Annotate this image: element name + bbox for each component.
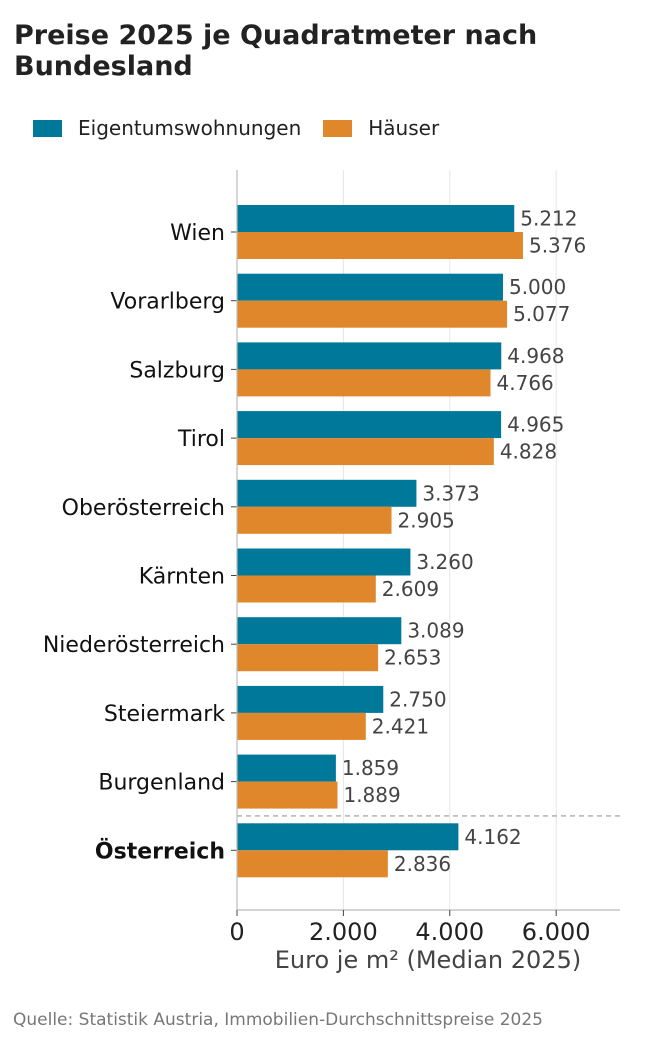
- category-label-3: Tirol: [177, 427, 225, 452]
- value-label-0-4: 3.373: [422, 481, 479, 505]
- category-label-2: Salzburg: [129, 358, 225, 383]
- bar-0-9: [237, 823, 459, 851]
- bar-0-4: [237, 479, 417, 507]
- value-label-1-5: 2.609: [382, 577, 439, 601]
- category-label-7: Steiermark: [104, 702, 225, 727]
- bar-chart: 5.212 5.000 4.968 4.965 3.373 3.260 3.089 2.750…: [43, 170, 620, 974]
- bar-0-0: [237, 205, 515, 232]
- value-label-0-3: 4.965: [507, 413, 564, 437]
- value-label-1-2: 4.766: [497, 371, 554, 395]
- value-label-0-6: 3.089: [407, 619, 464, 643]
- category-label-8: Burgenland: [98, 771, 225, 796]
- x-tick-label-3: 6.000: [522, 918, 591, 946]
- bar-0-7: [237, 685, 384, 713]
- bar-1-5: [237, 575, 376, 603]
- x-tick-label-0: 0: [229, 918, 244, 946]
- value-label-1-9: 2.836: [394, 852, 451, 876]
- category-label-6: Niederösterreich: [43, 633, 225, 658]
- bar-0-3: [237, 411, 502, 439]
- x-tick-label-1: 2.000: [309, 918, 378, 946]
- bar-1-1: [237, 300, 508, 328]
- value-label-0-7: 2.750: [389, 687, 446, 711]
- value-label-0-9: 4.162: [464, 825, 521, 849]
- bar-0-1: [237, 273, 503, 301]
- value-label-1-0: 5.376: [529, 234, 586, 258]
- legend-swatch-haeuser: [323, 119, 353, 137]
- source-note: Quelle: Statistik Austria, Immobilien-Du…: [13, 1010, 543, 1030]
- value-label-0-2: 4.968: [507, 344, 564, 368]
- category-label-9: Österreich: [95, 838, 225, 864]
- value-label-1-7: 2.421: [372, 714, 429, 738]
- value-label-1-1: 5.077: [513, 302, 570, 326]
- legend-item-haeuser: Häuser: [323, 116, 439, 140]
- bar-0-8: [237, 754, 336, 782]
- legend-label-haeuser: Häuser: [368, 116, 440, 140]
- category-label-1: Vorarlberg: [110, 290, 225, 315]
- legend-swatch-eigentumswohnungen: [33, 119, 62, 137]
- bar-1-7: [237, 712, 366, 740]
- value-label-0-5: 3.260: [416, 550, 473, 574]
- value-label-1-3: 4.828: [500, 440, 557, 464]
- value-label-0-0: 5.212: [520, 207, 577, 231]
- legend-label-eigentumswohnungen: Eigentumswohnungen: [78, 116, 302, 140]
- bar-0-2: [237, 342, 502, 370]
- category-label-5: Kärnten: [139, 565, 225, 590]
- value-label-0-1: 5.000: [509, 275, 566, 299]
- chart-title: Preise 2025 je Quadratmeter nach Bundesl…: [14, 20, 538, 82]
- bar-1-9: [237, 850, 388, 878]
- value-label-1-8: 1.889: [343, 783, 400, 807]
- bar-0-5: [237, 548, 411, 576]
- bar-1-8: [237, 781, 338, 809]
- bar-0-6: [237, 617, 402, 645]
- bar-1-0: [237, 232, 523, 259]
- value-label-1-4: 2.905: [398, 508, 455, 532]
- value-label-0-8: 1.859: [342, 756, 399, 780]
- bar-1-6: [237, 644, 379, 672]
- legend: Eigentumswohnungen Häuser: [33, 116, 461, 140]
- value-label-1-6: 2.653: [384, 646, 441, 670]
- category-label-0: Wien: [170, 221, 225, 246]
- x-axis-label: Euro je m² (Median 2025): [275, 946, 581, 974]
- bar-1-4: [237, 506, 392, 534]
- legend-item-eigentumswohnungen: Eigentumswohnungen: [33, 116, 301, 140]
- bar-1-3: [237, 438, 494, 466]
- x-tick-label-2: 4.000: [415, 918, 484, 946]
- bar-1-2: [237, 369, 491, 397]
- category-label-4: Oberösterreich: [62, 496, 225, 521]
